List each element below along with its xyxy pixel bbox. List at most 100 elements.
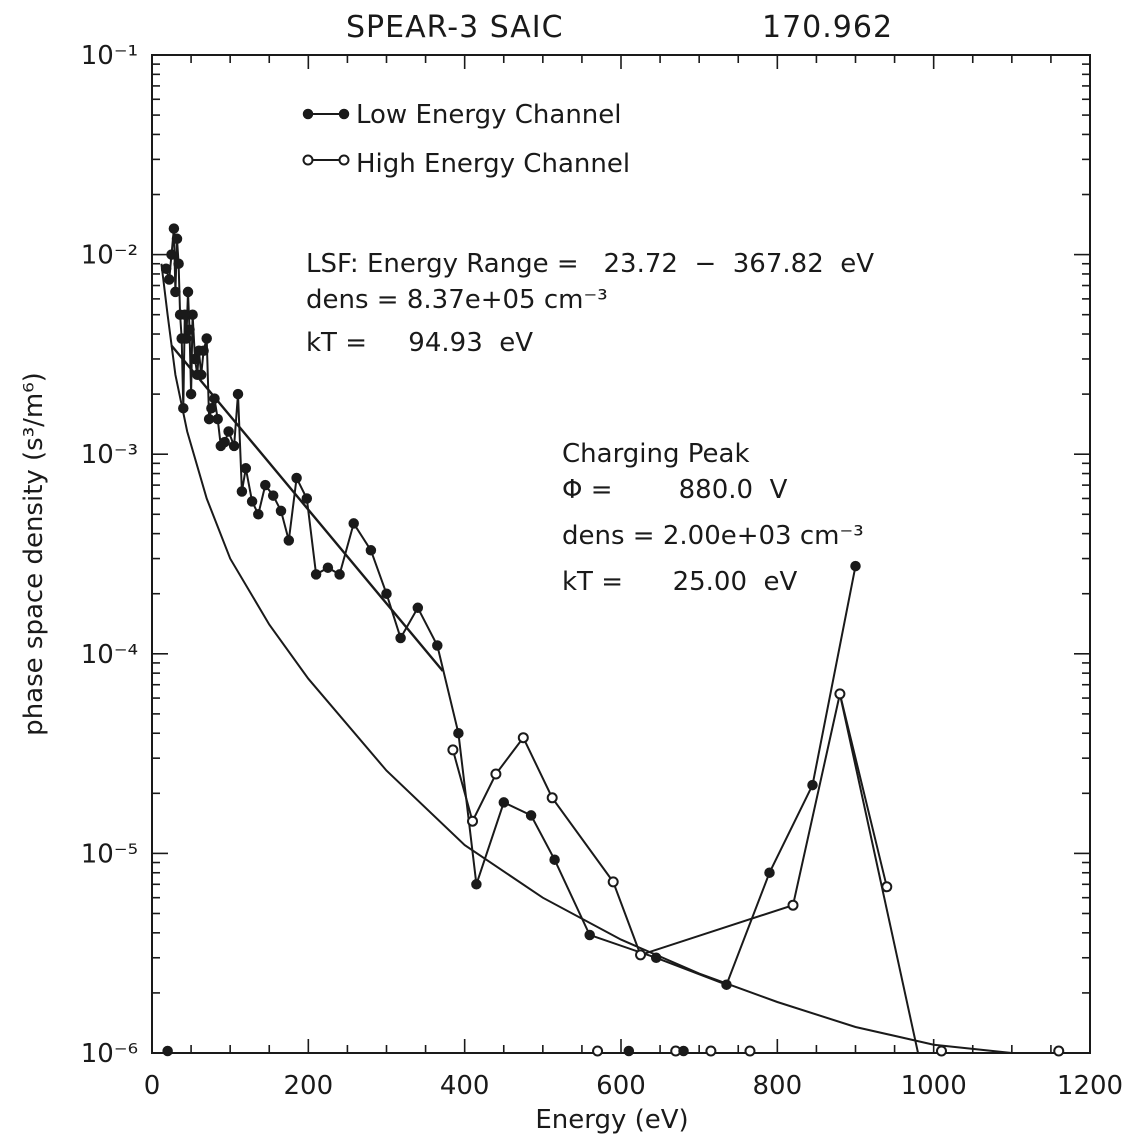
- data-point: [546, 792, 558, 804]
- data-point: [170, 286, 181, 298]
- data-point: [301, 493, 313, 504]
- legend-high-energy: High Energy Channel: [356, 149, 630, 179]
- baseline-point: [935, 1045, 947, 1057]
- data-point: [525, 810, 537, 821]
- x-axis-label: Energy (eV): [535, 1105, 688, 1135]
- data-point: [721, 979, 732, 990]
- data-point: [232, 388, 244, 400]
- high-energy-series-line: [451, 693, 888, 957]
- data-point: [206, 402, 217, 414]
- lsf-temperature: kT = 94.93 eV: [306, 328, 533, 358]
- data-point: [650, 952, 662, 964]
- data-point: [178, 402, 189, 414]
- legend: Low Energy Channel High Energy Channel: [302, 100, 630, 179]
- lsf-energy-range: LSF: Energy Range = 23.72 − 367.82 eV: [306, 249, 874, 279]
- peak-drop-line: [838, 693, 920, 1054]
- y-tick-label: 10⁻¹: [81, 41, 138, 71]
- data-point: [453, 727, 464, 739]
- data-point: [498, 797, 510, 808]
- data-point: [160, 263, 172, 274]
- baseline-point: [162, 1045, 173, 1057]
- data-point: [881, 881, 893, 893]
- data-point: [764, 867, 775, 878]
- data-point: [201, 333, 212, 344]
- data-point: [471, 879, 482, 890]
- data-point: [283, 535, 295, 546]
- data-point: [195, 369, 207, 381]
- chart-title-number: 170.962: [762, 10, 893, 45]
- baseline-point: [1053, 1045, 1065, 1057]
- x-tick-labels: 0 200 400 600 800 1000 1200: [144, 1071, 1123, 1101]
- data-point: [203, 413, 215, 425]
- baseline-points: [162, 1045, 1065, 1057]
- charging-peak-density: dens = 2.00e+03 cm⁻³: [562, 521, 864, 551]
- data-point: [168, 223, 180, 234]
- data-point: [219, 436, 230, 448]
- baseline-point: [705, 1045, 717, 1057]
- baseline-point: [678, 1045, 689, 1057]
- y-tick-label: 10⁻⁵: [81, 839, 138, 869]
- data-point: [584, 929, 595, 941]
- data-point: [166, 249, 177, 260]
- data-point: [490, 768, 502, 780]
- charging-peak-title: Charging Peak: [562, 439, 750, 469]
- data-point: [253, 509, 264, 520]
- data-point: [198, 345, 209, 356]
- data-point: [310, 569, 322, 580]
- x-tick-label: 1000: [901, 1071, 967, 1101]
- data-point: [365, 545, 377, 556]
- data-point: [334, 569, 345, 580]
- baseline-point: [623, 1045, 635, 1057]
- data-point: [432, 640, 443, 651]
- y-axis-label: phase space density (s³/m⁶): [19, 372, 49, 736]
- data-point: [209, 393, 220, 404]
- x-tick-label: 200: [284, 1071, 334, 1101]
- axis-ticks: [151, 55, 1091, 1054]
- data-point: [850, 560, 861, 572]
- y-tick-label: 10⁻³: [81, 440, 138, 470]
- legend-low-energy: Low Energy Channel: [356, 100, 622, 130]
- data-point: [223, 426, 234, 437]
- data-point: [275, 505, 287, 517]
- data-point: [182, 286, 194, 298]
- charging-peak-temperature: kT = 25.00 eV: [562, 567, 798, 597]
- charging-peak-potential: Φ = 880.0 V: [562, 475, 788, 505]
- legend-open-marker: [302, 154, 314, 166]
- data-point: [807, 779, 818, 791]
- data-point: [607, 876, 619, 888]
- x-tick-label: 400: [440, 1071, 490, 1101]
- x-tick-label: 600: [596, 1071, 646, 1101]
- data-point: [240, 463, 252, 474]
- x-tick-label: 0: [144, 1071, 161, 1101]
- x-tick-label: 800: [753, 1071, 803, 1101]
- data-point: [184, 324, 195, 336]
- data-point: [412, 602, 424, 614]
- baseline-point: [744, 1045, 756, 1057]
- y-tick-label: 10⁻⁶: [81, 1039, 138, 1069]
- data-point: [187, 309, 198, 320]
- data-point: [834, 688, 846, 700]
- data-point: [348, 518, 359, 529]
- data-point: [246, 496, 258, 507]
- data-point: [549, 854, 560, 865]
- data-point: [163, 274, 175, 285]
- lsf-density: dens = 8.37e+05 cm⁻³: [306, 285, 608, 315]
- data-point: [395, 632, 406, 644]
- chart-title: SPEAR-3 SAIC: [346, 10, 564, 45]
- high-energy-points: [447, 688, 893, 961]
- data-point: [185, 388, 197, 400]
- data-point: [517, 732, 529, 744]
- data-point: [635, 949, 646, 961]
- data-point: [322, 562, 334, 573]
- x-tick-label: 1200: [1057, 1071, 1123, 1101]
- data-point: [467, 815, 478, 827]
- data-point: [181, 333, 192, 344]
- data-point: [173, 258, 184, 269]
- legend-filled-marker: [302, 108, 314, 120]
- data-point: [787, 899, 799, 911]
- y-tick-label: 10⁻²: [81, 241, 138, 271]
- y-tick-label: 10⁻⁴: [81, 640, 138, 670]
- data-point: [236, 486, 248, 497]
- data-point: [381, 588, 392, 599]
